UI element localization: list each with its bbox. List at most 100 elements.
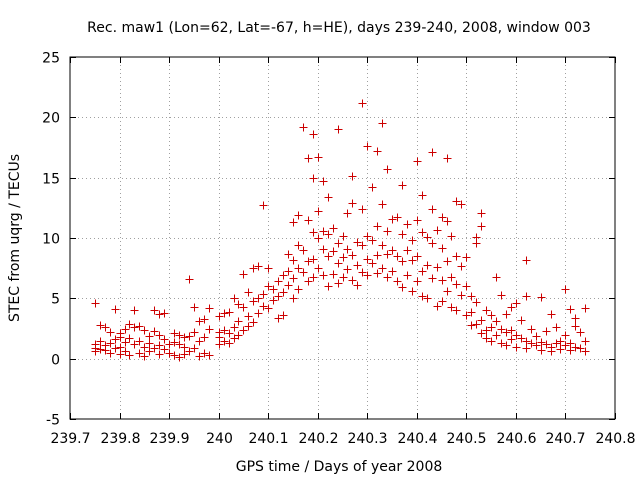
data-point xyxy=(378,119,387,128)
data-point xyxy=(215,312,224,321)
data-point xyxy=(274,314,283,323)
data-point xyxy=(324,230,333,239)
data-point xyxy=(339,232,348,241)
data-point xyxy=(116,343,125,352)
data-point xyxy=(205,351,214,360)
data-point xyxy=(438,276,447,285)
data-point xyxy=(502,341,511,350)
data-point xyxy=(363,142,372,151)
data-point xyxy=(220,309,229,318)
y-tick-label: 20 xyxy=(42,111,60,127)
data-point xyxy=(348,251,357,260)
data-point xyxy=(259,201,268,210)
data-point xyxy=(130,306,139,315)
data-point xyxy=(205,304,214,313)
data-point xyxy=(403,271,412,280)
data-point xyxy=(140,326,149,335)
data-point xyxy=(160,345,169,354)
data-point xyxy=(443,287,452,296)
data-point xyxy=(532,341,541,350)
data-point xyxy=(418,267,427,276)
data-point xyxy=(190,344,199,353)
data-point xyxy=(552,339,561,348)
data-point xyxy=(264,264,273,273)
data-point xyxy=(566,305,575,314)
data-point xyxy=(289,256,298,265)
data-point xyxy=(269,296,278,305)
data-point xyxy=(329,270,338,279)
data-point xyxy=(239,303,248,312)
data-point xyxy=(324,252,333,261)
data-point xyxy=(443,154,452,163)
data-point xyxy=(200,333,209,342)
data-point xyxy=(566,346,575,355)
data-point xyxy=(195,352,204,361)
x-tick-label: 240.4 xyxy=(397,431,437,447)
data-point xyxy=(497,325,506,334)
data-point xyxy=(452,280,461,289)
data-point xyxy=(259,290,268,299)
data-point xyxy=(274,277,283,286)
x-tick-label: 240.6 xyxy=(496,431,536,447)
plot-frame xyxy=(69,56,616,420)
data-point xyxy=(91,299,100,308)
data-point xyxy=(363,271,372,280)
data-point xyxy=(343,209,352,218)
data-point xyxy=(477,329,486,338)
data-point xyxy=(170,351,179,360)
data-point xyxy=(373,269,382,278)
data-point xyxy=(398,230,407,239)
data-point xyxy=(358,205,367,214)
data-point xyxy=(512,299,521,308)
data-point xyxy=(274,292,283,301)
data-point xyxy=(309,273,318,282)
data-point xyxy=(423,261,432,270)
x-tick-label: 240.1 xyxy=(248,431,288,447)
data-point xyxy=(373,147,382,156)
data-point xyxy=(438,244,447,253)
data-point xyxy=(244,288,253,297)
data-point xyxy=(492,317,501,326)
data-point xyxy=(244,312,253,321)
x-tick-label: 240.7 xyxy=(545,431,585,447)
data-point xyxy=(304,277,313,286)
data-point xyxy=(467,292,476,301)
x-tick-label: 240.5 xyxy=(446,431,486,447)
data-point xyxy=(428,148,437,157)
data-point xyxy=(309,255,318,264)
data-point xyxy=(106,339,115,348)
data-point xyxy=(537,346,546,355)
data-point xyxy=(334,125,343,134)
chart-title: Rec. maw1 (Lon=62, Lat=-67, h=HE), days … xyxy=(87,20,591,36)
data-point xyxy=(353,281,362,290)
data-point xyxy=(398,283,407,292)
data-point xyxy=(507,303,516,312)
data-point xyxy=(334,239,343,248)
data-point xyxy=(447,232,456,241)
data-point xyxy=(121,325,130,334)
data-point xyxy=(561,331,570,340)
data-point xyxy=(309,228,318,237)
data-point xyxy=(96,321,105,330)
y-tick-labels: -5 0 5 10 15 20 25 xyxy=(42,51,60,429)
data-point xyxy=(304,216,313,225)
data-point xyxy=(492,331,501,340)
data-point xyxy=(190,303,199,312)
data-point xyxy=(195,317,204,326)
data-point xyxy=(239,326,248,335)
data-point xyxy=(319,227,328,236)
y-tick-label: -5 xyxy=(46,413,60,429)
data-point xyxy=(443,257,452,266)
data-point xyxy=(200,349,209,358)
data-point xyxy=(111,335,120,344)
data-point xyxy=(388,215,397,224)
data-point xyxy=(413,252,422,261)
data-point xyxy=(234,331,243,340)
data-point xyxy=(368,259,377,268)
data-point xyxy=(462,282,471,291)
data-point xyxy=(294,285,303,294)
data-point xyxy=(279,311,288,320)
data-point xyxy=(517,316,526,325)
data-point xyxy=(175,340,184,349)
data-point xyxy=(343,245,352,254)
